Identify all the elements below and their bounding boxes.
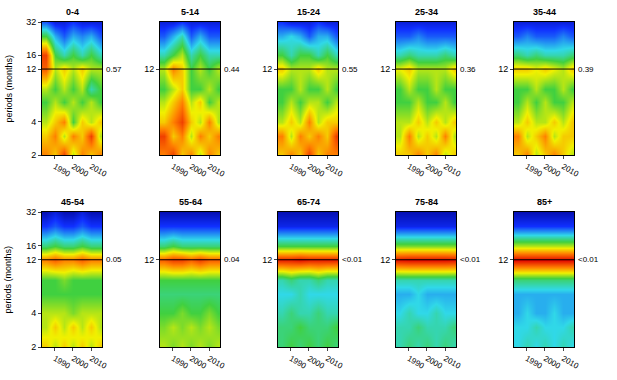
svg-text:12: 12 bbox=[144, 255, 154, 265]
svg-text:32: 32 bbox=[26, 17, 36, 27]
svg-text:2000: 2000 bbox=[70, 354, 90, 371]
svg-text:12: 12 bbox=[26, 64, 36, 74]
svg-text:2000: 2000 bbox=[306, 354, 326, 371]
svg-text:2010: 2010 bbox=[442, 354, 462, 371]
svg-text:<0.01: <0.01 bbox=[342, 255, 363, 264]
svg-text:2000: 2000 bbox=[70, 162, 90, 179]
svg-text:4: 4 bbox=[31, 117, 36, 127]
svg-text:2010: 2010 bbox=[324, 354, 344, 371]
svg-text:12: 12 bbox=[262, 255, 272, 265]
svg-text:2000: 2000 bbox=[188, 162, 208, 179]
svg-text:2000: 2000 bbox=[424, 354, 444, 371]
svg-text:periods (months): periods (months) bbox=[3, 246, 13, 314]
svg-text:5-14: 5-14 bbox=[181, 7, 199, 17]
svg-text:75-84: 75-84 bbox=[415, 197, 438, 207]
svg-text:2010: 2010 bbox=[560, 354, 580, 371]
svg-text:<0.01: <0.01 bbox=[578, 255, 599, 264]
svg-text:2000: 2000 bbox=[542, 162, 562, 179]
svg-text:1990: 1990 bbox=[288, 162, 308, 179]
svg-text:12: 12 bbox=[498, 255, 508, 265]
svg-text:0.39: 0.39 bbox=[578, 65, 594, 74]
svg-text:0.55: 0.55 bbox=[342, 65, 358, 74]
svg-text:1990: 1990 bbox=[406, 354, 426, 371]
svg-text:2000: 2000 bbox=[542, 354, 562, 371]
svg-text:32: 32 bbox=[26, 207, 36, 217]
svg-text:25-34: 25-34 bbox=[415, 7, 438, 17]
svg-text:<0.01: <0.01 bbox=[460, 255, 481, 264]
svg-text:2: 2 bbox=[31, 342, 36, 352]
svg-text:2010: 2010 bbox=[88, 162, 108, 179]
svg-text:1990: 1990 bbox=[524, 162, 544, 179]
svg-text:12: 12 bbox=[144, 64, 154, 74]
svg-text:85+: 85+ bbox=[537, 197, 552, 207]
svg-text:0.04: 0.04 bbox=[224, 255, 240, 264]
svg-text:0.44: 0.44 bbox=[224, 65, 240, 74]
svg-text:16: 16 bbox=[26, 50, 36, 60]
svg-text:0.36: 0.36 bbox=[460, 65, 476, 74]
svg-text:1990: 1990 bbox=[170, 162, 190, 179]
svg-text:12: 12 bbox=[498, 64, 508, 74]
svg-text:0-4: 0-4 bbox=[66, 7, 79, 17]
svg-text:1990: 1990 bbox=[288, 354, 308, 371]
svg-text:12: 12 bbox=[262, 64, 272, 74]
svg-text:12: 12 bbox=[380, 255, 390, 265]
svg-text:16: 16 bbox=[26, 241, 36, 251]
svg-text:15-24: 15-24 bbox=[297, 7, 320, 17]
svg-text:55-64: 55-64 bbox=[179, 197, 202, 207]
svg-text:12: 12 bbox=[26, 255, 36, 265]
svg-text:2010: 2010 bbox=[442, 162, 462, 179]
svg-text:45-54: 45-54 bbox=[61, 197, 84, 207]
svg-text:4: 4 bbox=[31, 308, 36, 318]
svg-text:2000: 2000 bbox=[306, 162, 326, 179]
svg-text:1990: 1990 bbox=[52, 162, 72, 179]
svg-text:0.05: 0.05 bbox=[106, 255, 122, 264]
svg-text:2010: 2010 bbox=[324, 162, 344, 179]
svg-text:2000: 2000 bbox=[424, 162, 444, 179]
svg-text:1990: 1990 bbox=[170, 354, 190, 371]
svg-text:12: 12 bbox=[380, 64, 390, 74]
svg-text:2000: 2000 bbox=[188, 354, 208, 371]
svg-text:periods (months): periods (months) bbox=[4, 55, 14, 123]
svg-text:2: 2 bbox=[31, 150, 36, 160]
svg-text:1990: 1990 bbox=[406, 162, 426, 179]
svg-text:0.57: 0.57 bbox=[106, 65, 122, 74]
svg-text:2010: 2010 bbox=[560, 162, 580, 179]
svg-text:1990: 1990 bbox=[524, 354, 544, 371]
svg-text:2010: 2010 bbox=[88, 354, 108, 371]
svg-text:1990: 1990 bbox=[52, 354, 72, 371]
svg-text:65-74: 65-74 bbox=[297, 197, 320, 207]
svg-text:2010: 2010 bbox=[206, 354, 226, 371]
svg-text:35-44: 35-44 bbox=[533, 7, 556, 17]
svg-text:2010: 2010 bbox=[206, 162, 226, 179]
